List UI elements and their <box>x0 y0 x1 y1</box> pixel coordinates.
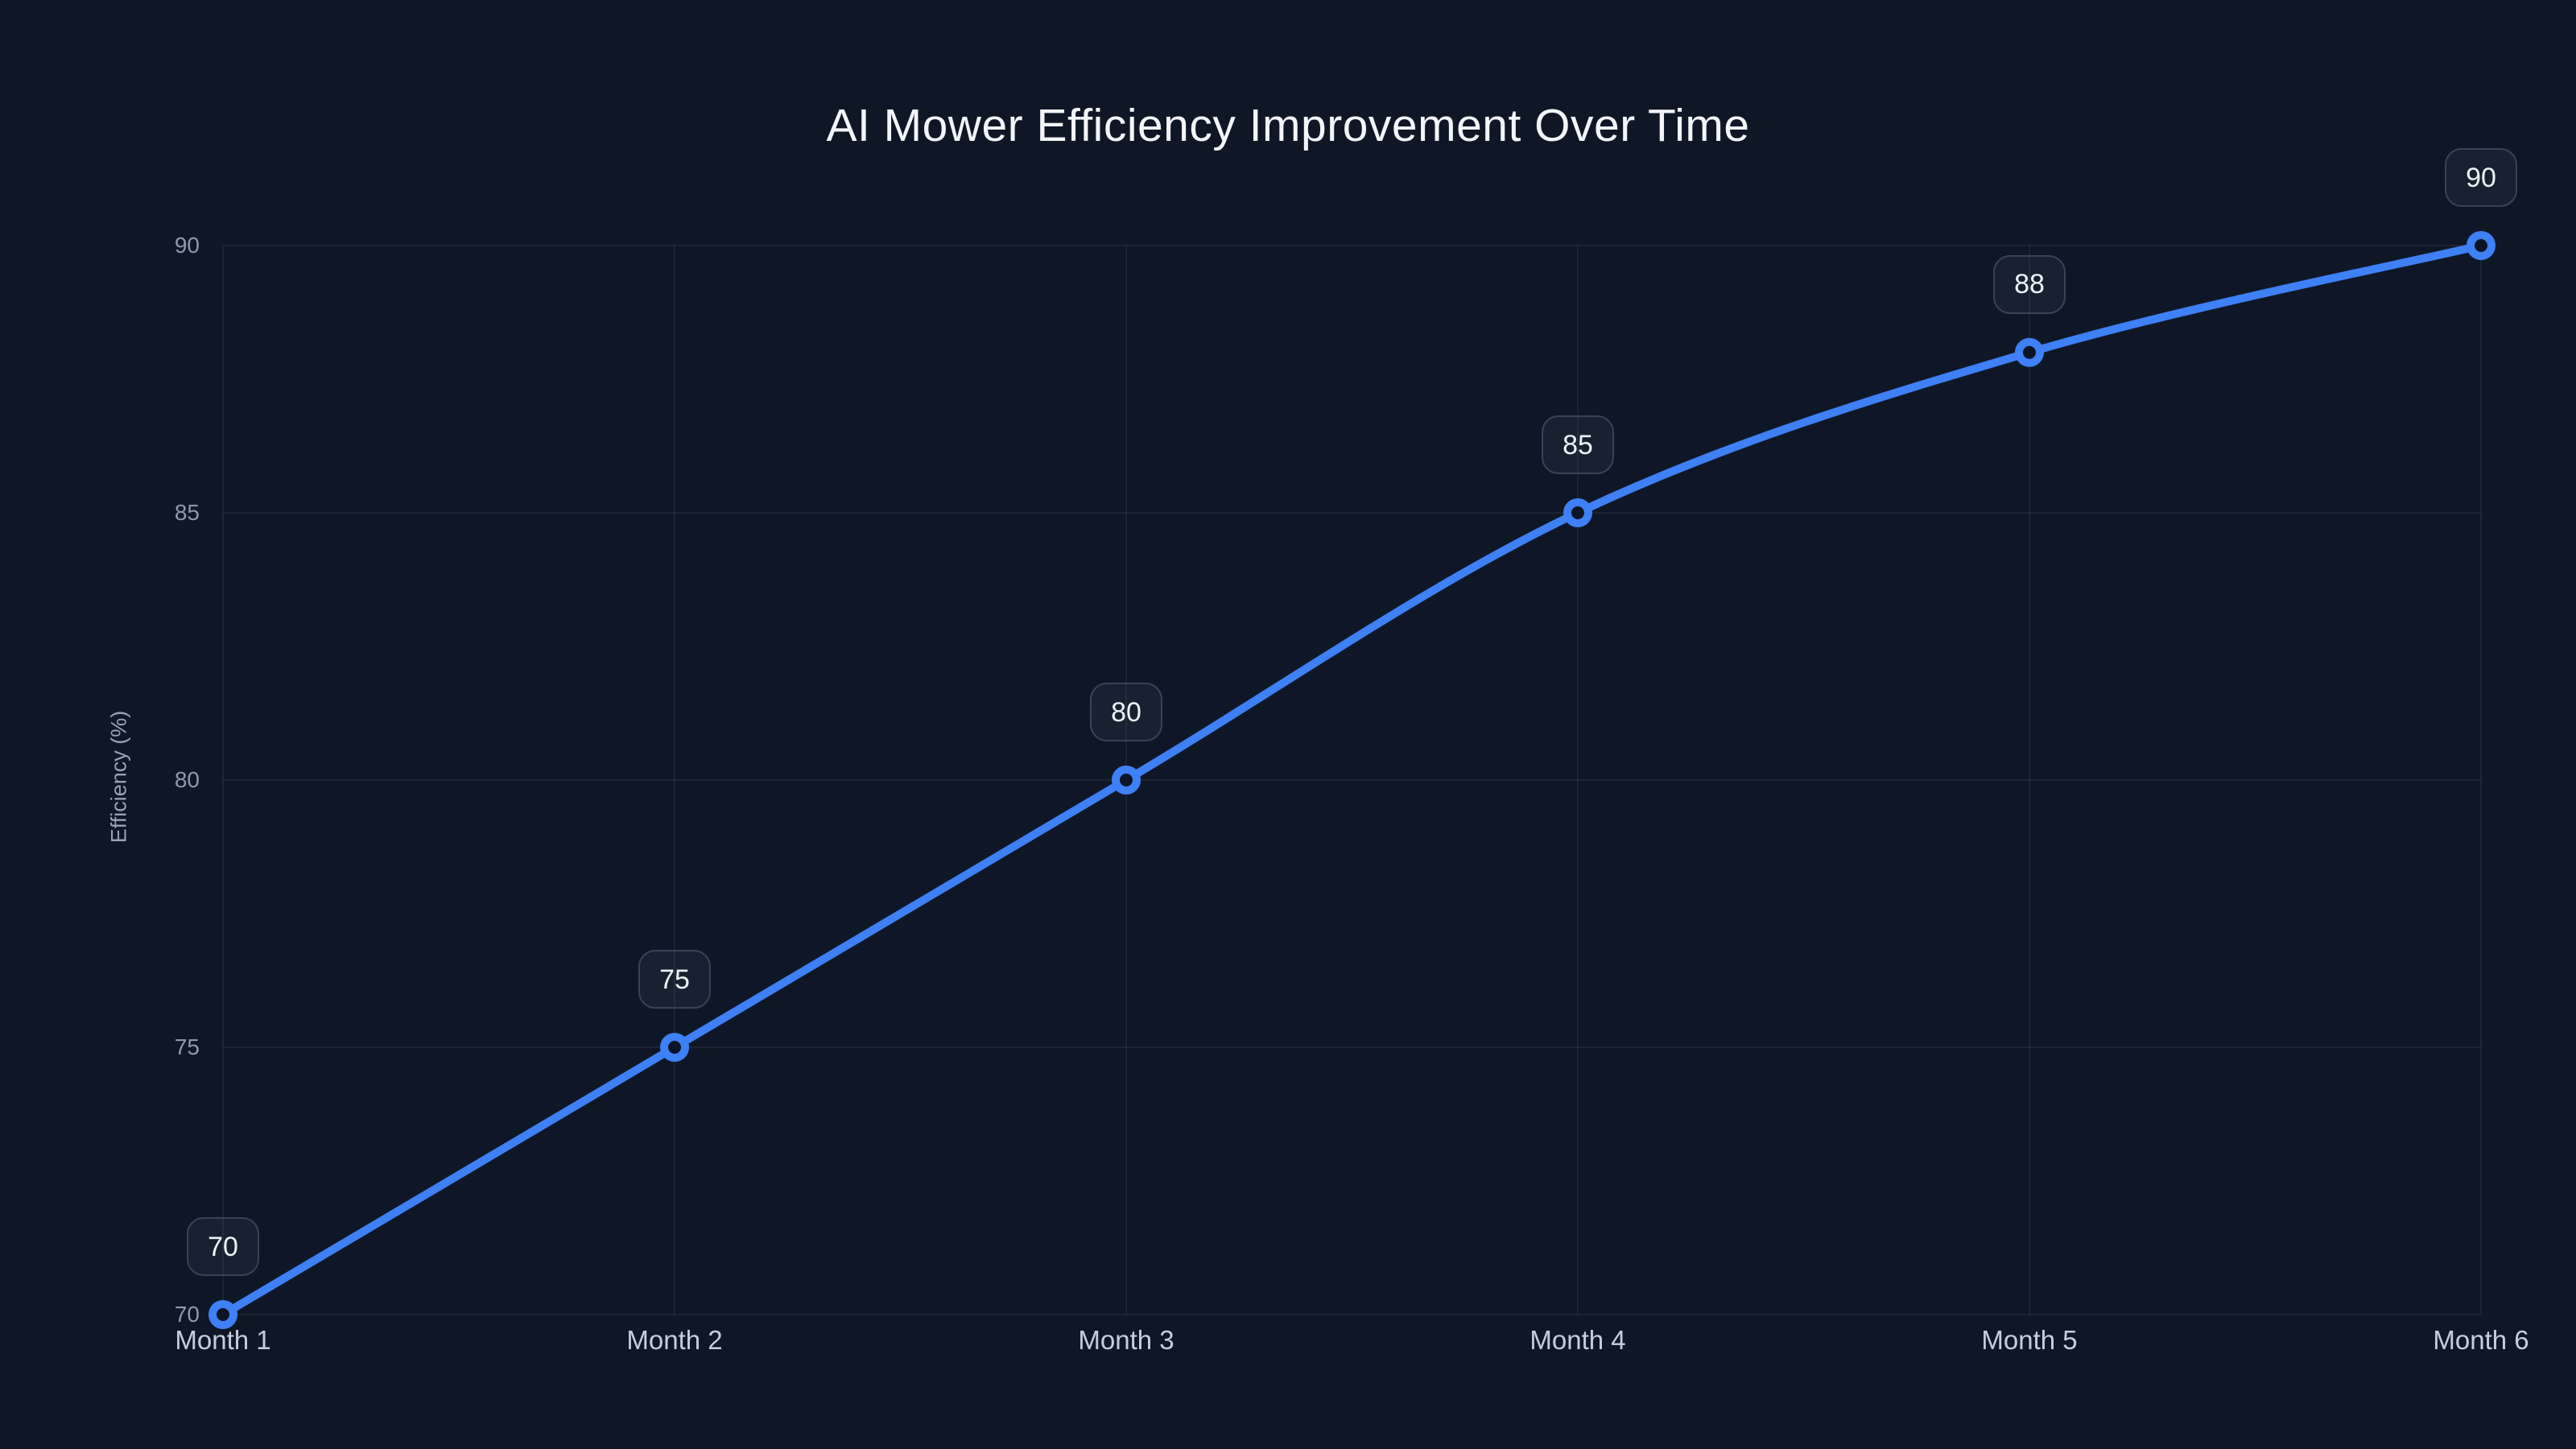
data-label-month-6: 90 <box>2445 148 2517 207</box>
data-point-month-1[interactable] <box>208 1300 237 1329</box>
data-label-month-3: 80 <box>1090 683 1162 741</box>
data-point-month-3[interactable] <box>1112 766 1141 795</box>
y-tick-80: 80 <box>174 767 200 792</box>
data-label-month-4: 85 <box>1542 415 1614 474</box>
data-label-month-5: 88 <box>1993 254 2066 314</box>
x-tick-month-4: Month 4 <box>1530 1325 1626 1355</box>
x-tick-month-5: Month 5 <box>1981 1325 2078 1355</box>
data-point-month-4[interactable] <box>1563 498 1592 527</box>
y-tick-75: 75 <box>174 1034 200 1059</box>
efficiency-line <box>219 242 2485 1319</box>
data-label-month-2: 75 <box>638 950 711 1009</box>
x-tick-month-1: Month 1 <box>175 1325 271 1355</box>
data-point-month-6[interactable] <box>2467 231 2496 260</box>
chart-title: AI Mower Efficiency Improvement Over Tim… <box>826 100 1750 151</box>
data-label-month-1: 70 <box>187 1217 259 1276</box>
x-tick-month-3: Month 3 <box>1078 1325 1174 1355</box>
y-tick-90: 90 <box>174 233 200 258</box>
data-point-month-2[interactable] <box>660 1033 689 1062</box>
x-tick-month-6: Month 6 <box>2433 1325 2529 1355</box>
data-point-month-5[interactable] <box>2015 337 2044 367</box>
x-tick-month-2: Month 2 <box>626 1325 723 1355</box>
y-tick-85: 85 <box>174 500 200 525</box>
y-tick-70: 70 <box>174 1302 200 1327</box>
